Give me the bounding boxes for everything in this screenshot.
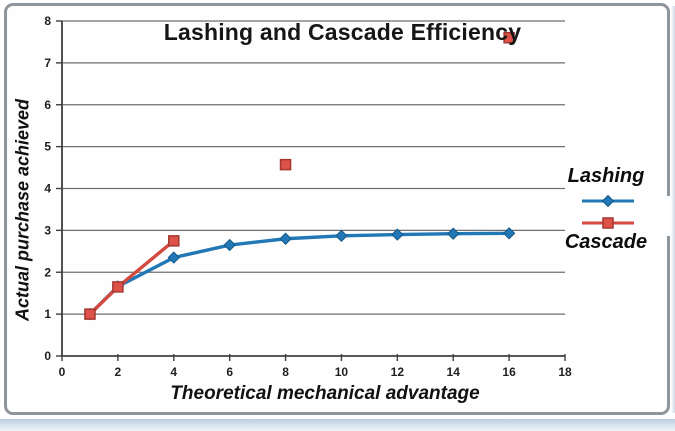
svg-text:6: 6 [44, 98, 51, 112]
legend-label-lashing: Lashing [567, 165, 645, 187]
legend-label-cascade: Cascade [564, 231, 648, 253]
photo-bottom-shadow [0, 419, 675, 431]
svg-text:3: 3 [44, 223, 51, 237]
svg-text:0: 0 [59, 365, 66, 379]
svg-text:12: 12 [391, 365, 405, 379]
svg-text:16: 16 [502, 365, 516, 379]
photo-right-shade [671, 6, 675, 413]
svg-text:14: 14 [447, 365, 461, 379]
svg-text:6: 6 [226, 365, 233, 379]
svg-text:2: 2 [44, 265, 51, 279]
svg-text:4: 4 [44, 182, 51, 196]
svg-text:8: 8 [44, 14, 51, 28]
lashing-line-marker-icon [582, 194, 634, 208]
svg-text:10: 10 [335, 365, 349, 379]
svg-text:0: 0 [44, 349, 51, 363]
y-axis-label: Actual purchase achieved [12, 98, 33, 322]
photo-border-frame [4, 3, 670, 415]
svg-text:4: 4 [170, 365, 177, 379]
x-axis-label: Theoretical mechanical advantage [170, 383, 480, 404]
svg-text:8: 8 [282, 365, 289, 379]
svg-text:1: 1 [44, 307, 51, 321]
svg-text:2: 2 [115, 365, 122, 379]
svg-text:18: 18 [558, 365, 572, 379]
svg-text:5: 5 [44, 140, 51, 154]
cascade-line-marker-icon [582, 217, 634, 229]
svg-text:7: 7 [44, 56, 51, 70]
chart-title: Lashing and Cascade Efficiency [163, 19, 522, 45]
